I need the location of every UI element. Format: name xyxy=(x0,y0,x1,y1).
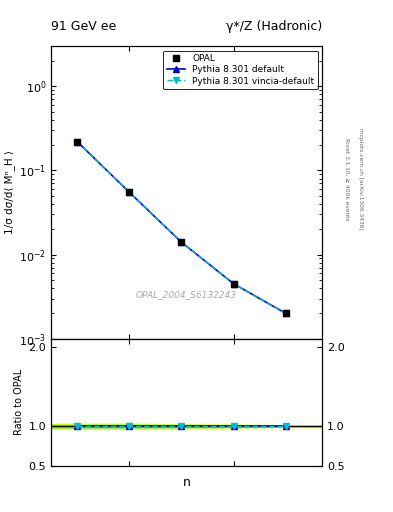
Text: 91 GeV ee: 91 GeV ee xyxy=(51,20,116,33)
Text: Rivet 3.1.10, ≥ 400k events: Rivet 3.1.10, ≥ 400k events xyxy=(344,138,349,221)
OPAL xyxy=(75,139,79,145)
Text: mcplots.cern.ch [arXiv:1306.3436]: mcplots.cern.ch [arXiv:1306.3436] xyxy=(358,129,363,230)
Pythia 8.301 vincia-default xyxy=(179,239,184,245)
X-axis label: n: n xyxy=(183,476,191,489)
OPAL xyxy=(283,310,288,316)
Pythia 8.301 vincia-default xyxy=(75,139,79,145)
Pythia 8.301 default xyxy=(283,310,288,316)
Y-axis label: 1/σ dσ/d⟨ Mⁿ_H ⟩: 1/σ dσ/d⟨ Mⁿ_H ⟩ xyxy=(4,151,15,234)
Line: Pythia 8.301 default: Pythia 8.301 default xyxy=(74,138,289,317)
OPAL xyxy=(179,239,184,245)
Text: γ*/Z (Hadronic): γ*/Z (Hadronic) xyxy=(226,20,322,33)
Pythia 8.301 vincia-default xyxy=(283,310,288,316)
Y-axis label: Ratio to OPAL: Ratio to OPAL xyxy=(14,369,24,435)
Line: OPAL: OPAL xyxy=(74,138,289,316)
Line: Pythia 8.301 vincia-default: Pythia 8.301 vincia-default xyxy=(74,138,289,317)
Text: OPAL_2004_S6132243: OPAL_2004_S6132243 xyxy=(136,290,237,300)
Legend: OPAL, Pythia 8.301 default, Pythia 8.301 vincia-default: OPAL, Pythia 8.301 default, Pythia 8.301… xyxy=(163,51,318,89)
Pythia 8.301 default xyxy=(179,239,184,245)
Pythia 8.301 default xyxy=(127,189,132,195)
Pythia 8.301 default xyxy=(75,139,79,145)
OPAL xyxy=(127,189,132,195)
Pythia 8.301 default xyxy=(231,281,236,287)
OPAL xyxy=(231,281,236,287)
Pythia 8.301 vincia-default xyxy=(127,189,132,195)
Pythia 8.301 vincia-default xyxy=(231,281,236,287)
